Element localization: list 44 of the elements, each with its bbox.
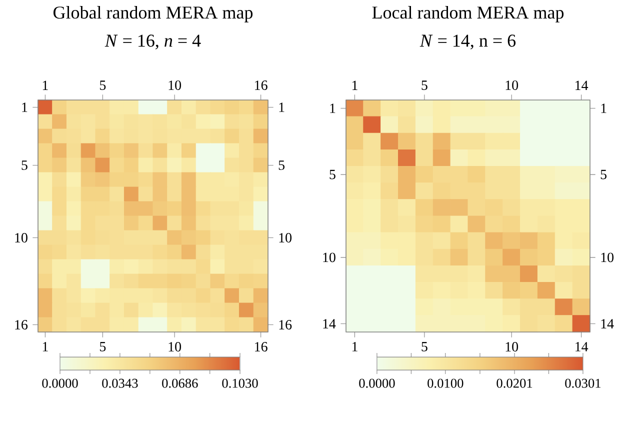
category-label: 1 bbox=[352, 342, 358, 352]
category-label: 5 bbox=[422, 342, 428, 352]
y2-tick-label: 1 bbox=[601, 104, 606, 113]
x-tick-label: 10 bbox=[168, 80, 182, 90]
chart-subtitle: N = 16, n = 4 bbox=[104, 34, 201, 50]
y-tick-label: 5 bbox=[330, 170, 336, 180]
y2-tick-label: 5 bbox=[600, 170, 606, 180]
color-bar-label: 0.0686 bbox=[162, 378, 198, 388]
y2-tick-label: 14 bbox=[601, 319, 614, 328]
y-tick-label: 10 bbox=[15, 233, 28, 242]
color-bar-label: 0.0301 bbox=[565, 378, 601, 388]
y2-tick-label: 10 bbox=[601, 252, 614, 262]
y-tick-label: 1 bbox=[330, 104, 336, 113]
chart-title: Local random MERA map bbox=[372, 6, 564, 22]
x-tick-label: 10 bbox=[506, 80, 518, 90]
x-tick-label: 5 bbox=[100, 80, 106, 90]
y-tick-label: 14 bbox=[323, 319, 336, 328]
color-bar-label: 0.0100 bbox=[428, 378, 464, 388]
y2-tick-label: 10 bbox=[279, 233, 292, 242]
y-tick-label: 10 bbox=[323, 252, 336, 262]
y-tick-label: 1 bbox=[22, 102, 28, 112]
y2-tick-label: 1 bbox=[279, 102, 284, 112]
category-label: 14 bbox=[576, 342, 588, 352]
chart-title: Global random MERA map bbox=[54, 6, 253, 22]
color-bar-label: 0.0201 bbox=[496, 378, 532, 388]
chart-subtitle: N = 14, n = 6 bbox=[420, 34, 516, 50]
color-bar-label: 0.0000 bbox=[359, 378, 395, 388]
x-tick-label: 5 bbox=[422, 80, 428, 90]
category-label: 16 bbox=[255, 342, 268, 352]
category-label: 5 bbox=[100, 342, 106, 352]
y-tick-label: 5 bbox=[22, 160, 28, 170]
y2-tick-label: 16 bbox=[279, 320, 292, 330]
y-tick-label: 16 bbox=[15, 320, 28, 330]
x-tick-label: 1 bbox=[352, 80, 358, 90]
category-label: 1 bbox=[42, 342, 48, 352]
x-tick-label: 1 bbox=[42, 80, 48, 90]
color-bar-label: 0.0000 bbox=[42, 378, 78, 388]
category-label: 10 bbox=[506, 342, 518, 352]
x-tick-label: 14 bbox=[576, 80, 588, 90]
color-bar-label: 0.1030 bbox=[222, 378, 258, 388]
category-label: 10 bbox=[168, 342, 182, 352]
y2-tick-label: 5 bbox=[278, 160, 284, 170]
color-bar-label: 0.0343 bbox=[102, 378, 138, 388]
x-tick-label: 16 bbox=[255, 80, 268, 90]
